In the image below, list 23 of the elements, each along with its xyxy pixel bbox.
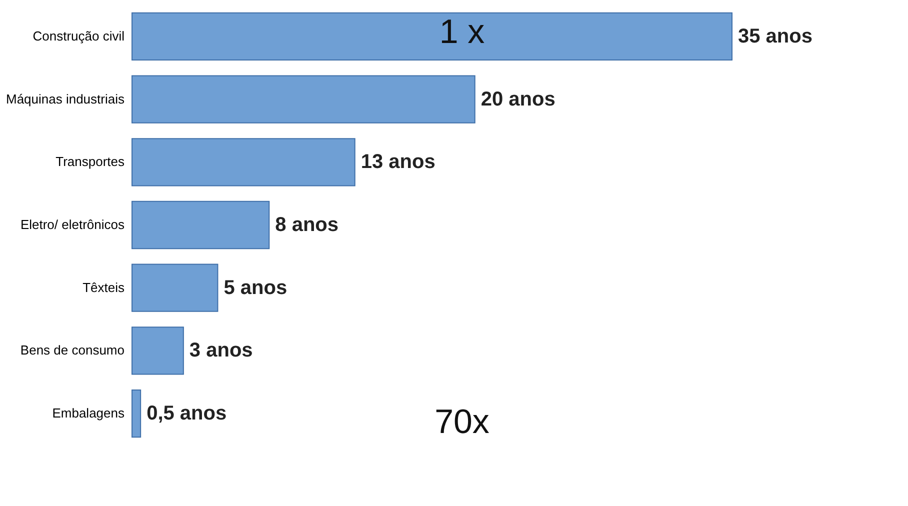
bar [132, 390, 142, 438]
data-label: 20 anos [480, 88, 556, 110]
data-label: 0,5 anos [146, 402, 227, 425]
y-tick-label: Têxteis [82, 280, 125, 295]
y-tick-label: Construção civil [32, 28, 125, 44]
y-tick-label: Embalagens [52, 406, 125, 421]
bar [132, 200, 270, 250]
data-label: 8 anos [275, 214, 338, 236]
data-label: 3 anos [189, 340, 253, 362]
bar [132, 138, 356, 186]
y-tick-label: Bens de consumo [20, 342, 124, 358]
annotation: 1 x [439, 13, 485, 51]
annotation: 70x [434, 403, 490, 441]
bar [132, 75, 476, 124]
data-label: 5 anos [224, 276, 288, 299]
bar [132, 326, 184, 375]
data-label: 13 anos [360, 151, 436, 174]
y-tick-label: Transportes [56, 154, 125, 170]
data-label: 35 anos [738, 25, 812, 48]
y-tick-label: Eletro/ eletrônicos [20, 217, 125, 232]
bar [132, 12, 732, 60]
y-tick-label: Máquinas industriais [6, 91, 125, 106]
bar [132, 264, 218, 312]
